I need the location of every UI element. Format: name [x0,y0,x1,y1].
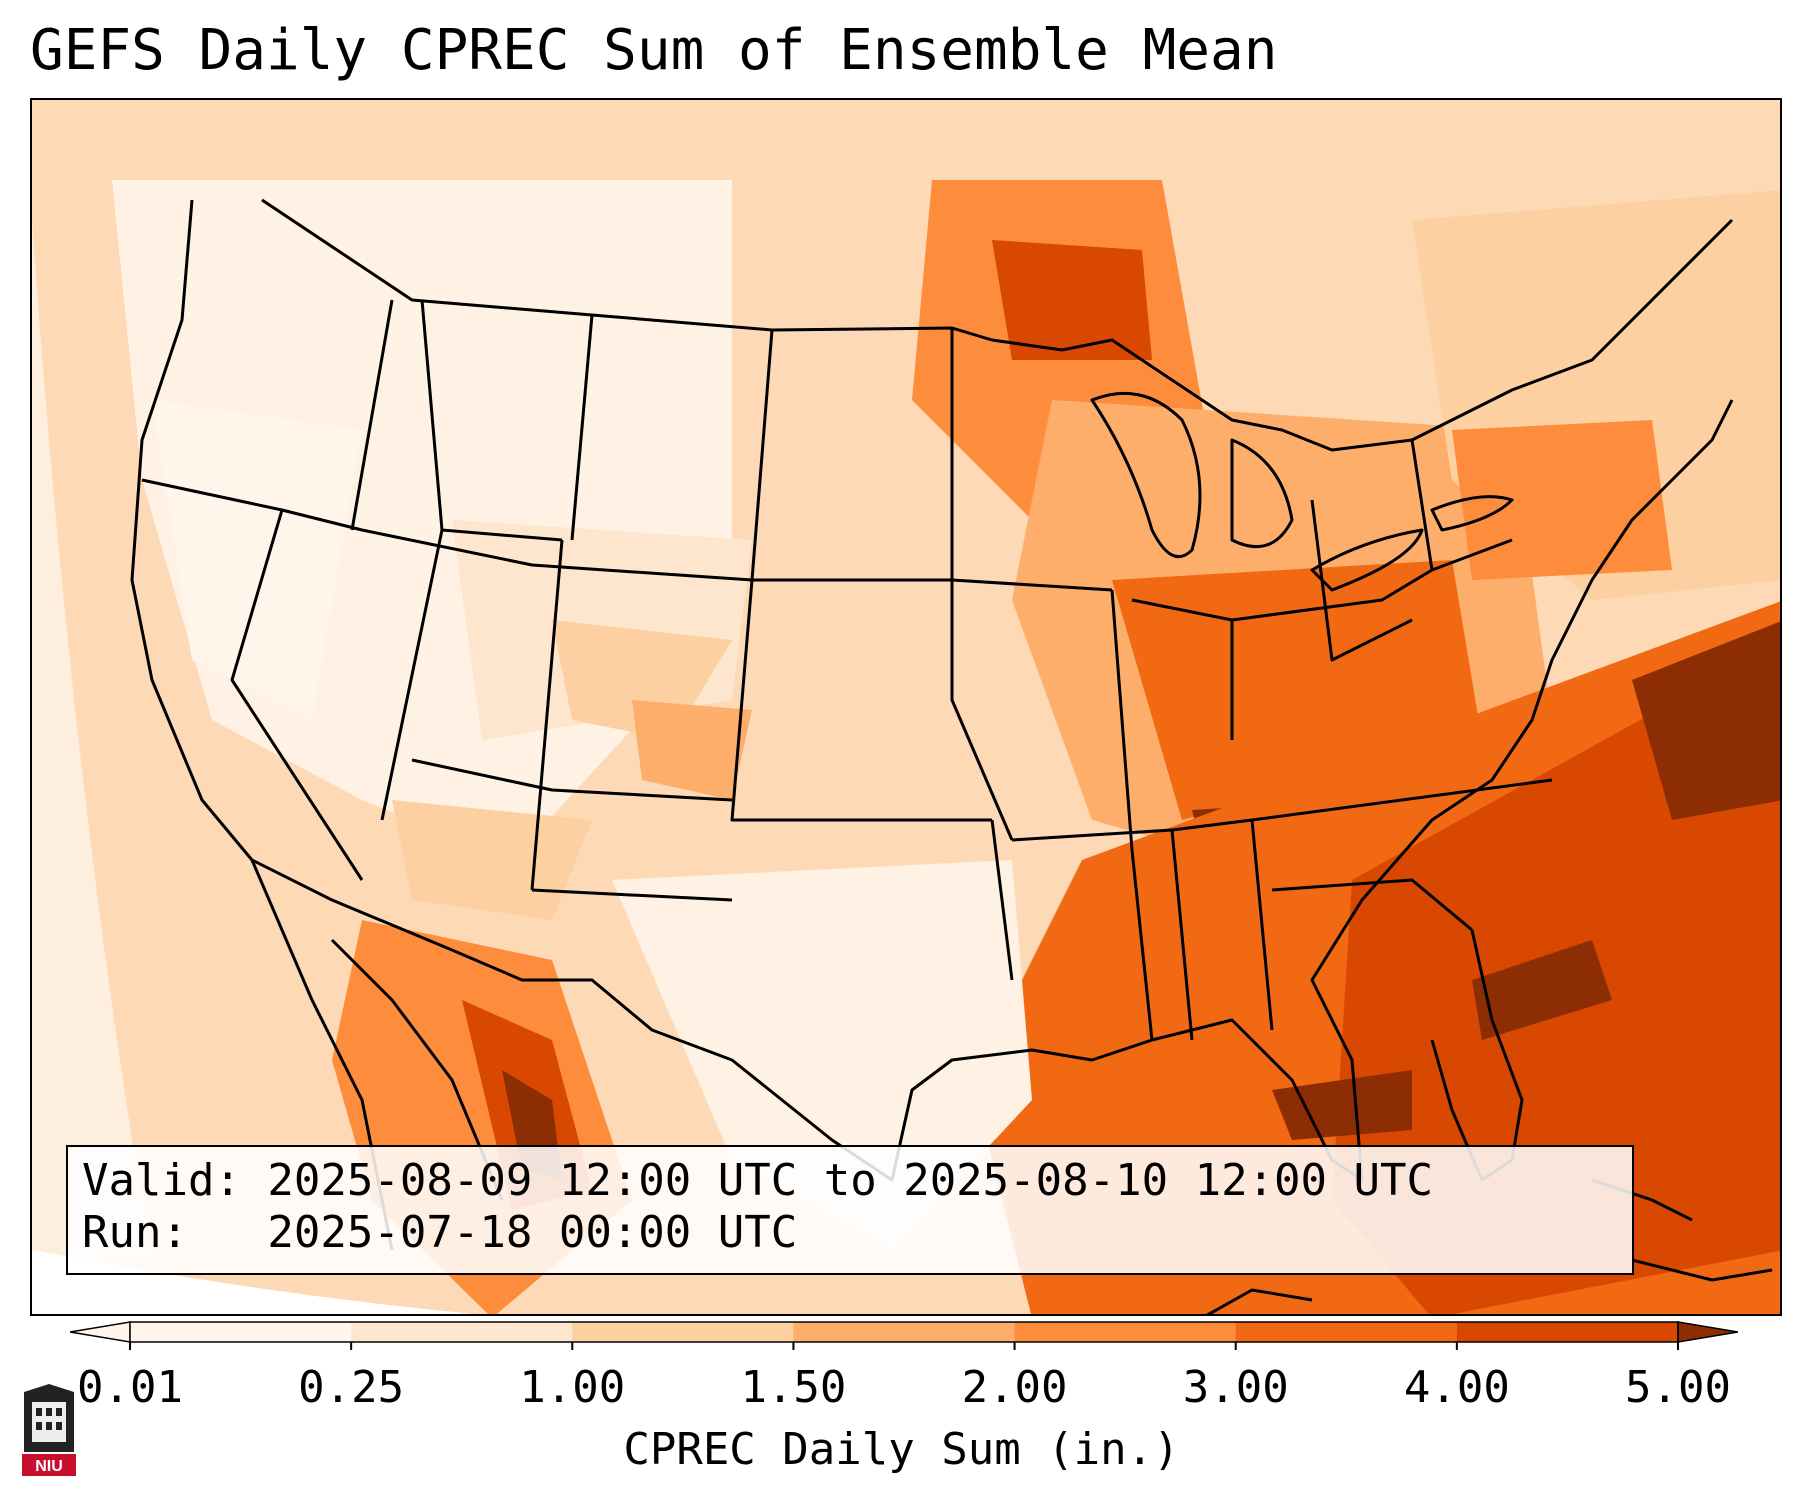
svg-text:NIU: NIU [35,1458,63,1475]
colorbar-label: CPREC Daily Sum (in.) [623,1424,1180,1475]
colorbar [70,1321,1738,1350]
colorbar-segment [793,1322,1016,1342]
borders [130,198,1773,1314]
colorbar-tick-label: 1.50 [740,1362,847,1413]
colorbar-segment [572,1322,794,1342]
colorbar-tick-label: 0.01 [77,1362,183,1413]
colorbar-outline [129,1321,1679,1343]
colorbar-extend-low [70,1321,131,1343]
precipitation-map [30,98,1782,1316]
colorbar-segment [1014,1322,1237,1342]
colorbar-extend-high [1677,1321,1738,1343]
colorbar-tick-label: 4.00 [1403,1362,1510,1413]
colorbar-tick-label: 2.00 [961,1362,1068,1413]
colorbar-segment [1235,1322,1458,1342]
map-title: GEFS Daily CPREC Sum of Ensemble Mean [30,18,1278,83]
colorbar-segment [351,1322,573,1342]
colorbar-segment [1456,1322,1679,1342]
run-time-text: Run: 2025-07-18 00:00 UTC [82,1207,798,1258]
niu-logo-icon: NIU [22,1384,76,1476]
colorbar-tick-label: 1.00 [519,1362,626,1413]
colorbar-tick-label: 5.00 [1625,1362,1731,1413]
colorbar-tick-label: 0.25 [298,1362,405,1413]
valid-time-text: Valid: 2025-08-09 12:00 UTC to 2025-08-1… [82,1155,1434,1206]
colorbar-segment [130,1322,352,1342]
validity-info-box: Valid: 2025-08-09 12:00 UTC to 2025-08-1… [66,1145,1634,1275]
colorbar-tick-label: 3.00 [1182,1362,1289,1413]
